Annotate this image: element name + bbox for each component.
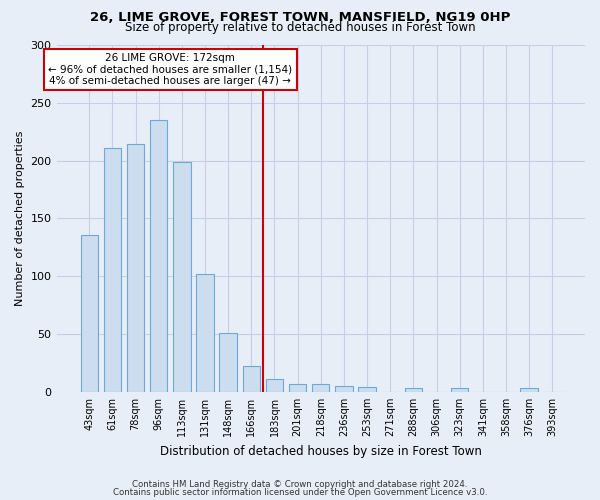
X-axis label: Distribution of detached houses by size in Forest Town: Distribution of detached houses by size … xyxy=(160,444,482,458)
Bar xyxy=(150,120,167,392)
Bar xyxy=(173,162,191,392)
Bar xyxy=(196,274,214,392)
Text: 26 LIME GROVE: 172sqm
← 96% of detached houses are smaller (1,154)
4% of semi-de: 26 LIME GROVE: 172sqm ← 96% of detached … xyxy=(48,53,292,86)
Text: Contains HM Land Registry data © Crown copyright and database right 2024.: Contains HM Land Registry data © Crown c… xyxy=(132,480,468,489)
Bar xyxy=(451,388,469,392)
Text: 26, LIME GROVE, FOREST TOWN, MANSFIELD, NG19 0HP: 26, LIME GROVE, FOREST TOWN, MANSFIELD, … xyxy=(90,11,510,24)
Y-axis label: Number of detached properties: Number of detached properties xyxy=(15,131,25,306)
Bar xyxy=(242,366,260,392)
Bar xyxy=(404,388,422,392)
Bar xyxy=(312,384,329,392)
Bar xyxy=(358,388,376,392)
Bar xyxy=(520,388,538,392)
Bar xyxy=(335,386,353,392)
Bar xyxy=(104,148,121,392)
Text: Size of property relative to detached houses in Forest Town: Size of property relative to detached ho… xyxy=(125,21,475,34)
Bar xyxy=(220,333,237,392)
Bar xyxy=(289,384,307,392)
Text: Contains public sector information licensed under the Open Government Licence v3: Contains public sector information licen… xyxy=(113,488,487,497)
Bar xyxy=(80,234,98,392)
Bar xyxy=(266,379,283,392)
Bar xyxy=(127,144,144,392)
